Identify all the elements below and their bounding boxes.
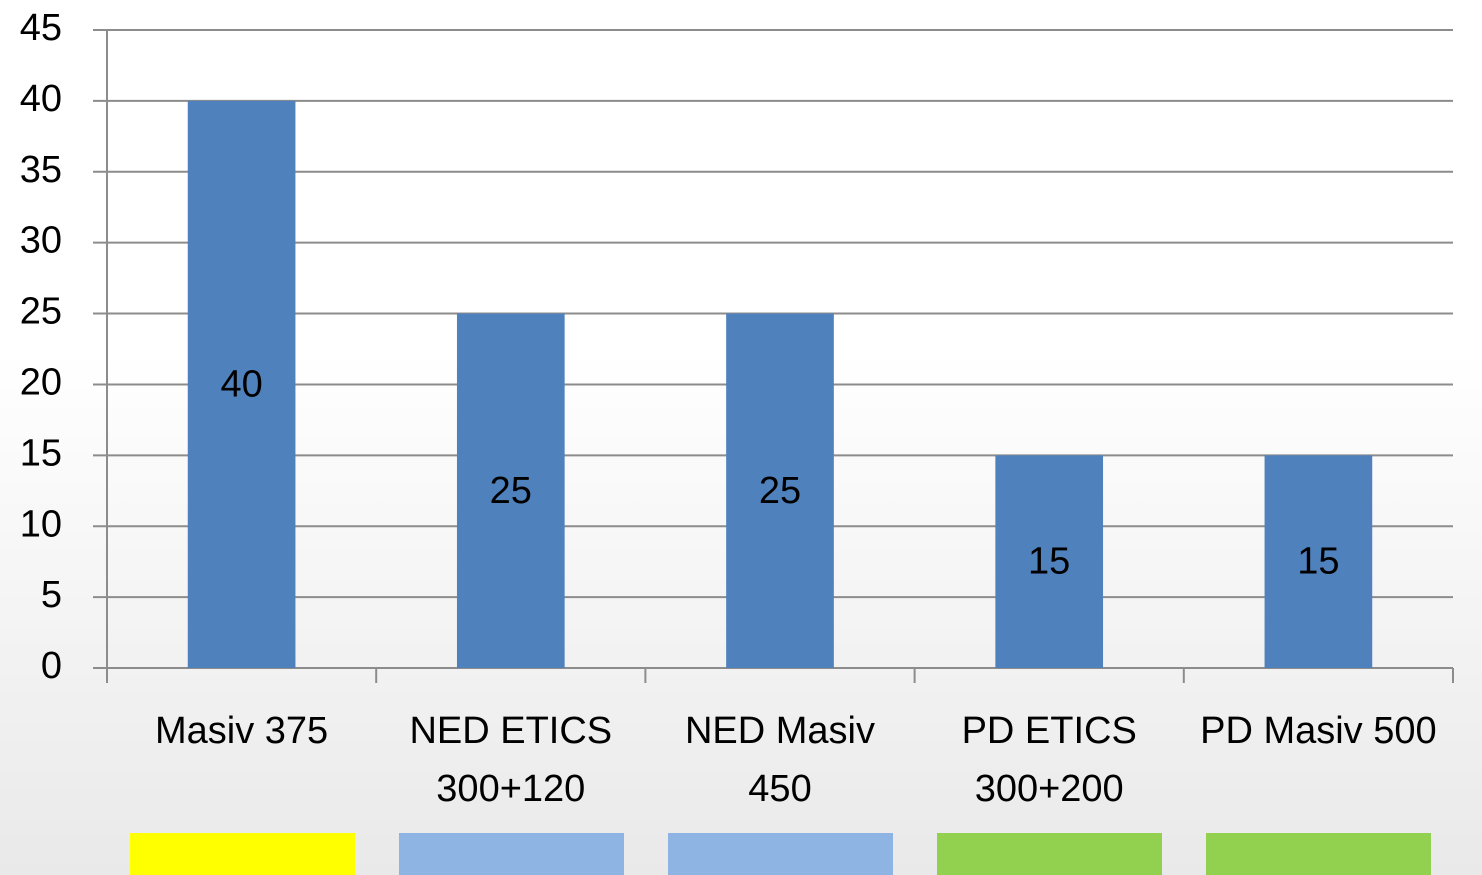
- data-label: 25: [490, 470, 532, 512]
- y-tick-label: 30: [20, 220, 62, 262]
- y-tick-label: 45: [20, 7, 62, 49]
- y-tick-label: 35: [20, 149, 62, 191]
- category-color-strip: [1206, 833, 1432, 875]
- bar: [995, 455, 1104, 668]
- y-tick-label: 40: [20, 78, 62, 120]
- category-color-strip: [937, 833, 1163, 875]
- x-tick-label: NED Masiv 450: [684, 710, 876, 810]
- category-color-strip: [668, 833, 893, 875]
- y-tick-label: 25: [20, 291, 62, 333]
- data-label: 25: [759, 470, 801, 512]
- y-tick-label: 10: [20, 503, 62, 545]
- bar: [1264, 455, 1373, 668]
- category-color-strip: [398, 833, 624, 875]
- data-label: 15: [1297, 541, 1339, 583]
- x-tick-label: PD ETICS 300+200: [961, 710, 1137, 810]
- data-label: 40: [220, 363, 262, 405]
- x-tick-label: Masiv 375: [154, 710, 329, 752]
- bar: [187, 100, 296, 668]
- data-label: 15: [1028, 541, 1070, 583]
- category-color-strip: [129, 833, 355, 875]
- bar: [726, 313, 834, 668]
- y-tick-label: 5: [41, 574, 62, 616]
- bar: [456, 313, 565, 668]
- y-tick-label: 20: [20, 361, 62, 403]
- y-tick-label: 15: [20, 432, 62, 474]
- y-tick-label: 0: [41, 645, 62, 687]
- x-tick-label: NED ETICS 300+120: [409, 710, 613, 810]
- x-tick-label: PD Masiv 500: [1200, 710, 1437, 752]
